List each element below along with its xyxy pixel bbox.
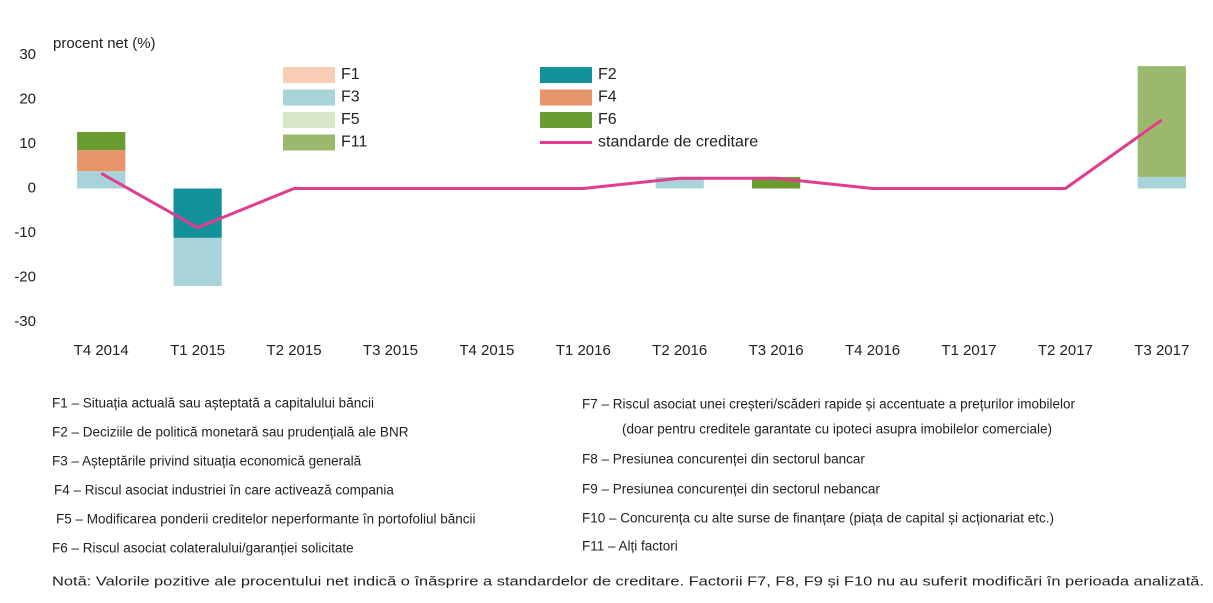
x-tick-label: T3 2016 [749,342,804,359]
legend-swatch [540,89,592,106]
bar-segment [77,131,126,151]
legend-swatch [540,67,592,83]
note: F3 – Așteptările privind situația econom… [52,454,362,469]
x-tick-label: T4 2014 [74,342,129,359]
x-tick-label: T2 2017 [1038,342,1093,359]
y-tick-label: 20 [19,90,36,107]
note: (doar pentru creditele garantate cu ipot… [622,422,1052,437]
y-tick-label: 30 [19,46,36,63]
legend-label: F1 [341,66,360,83]
line [100,118,1163,230]
note: F1 – Situația actuală sau așteptată a ca… [52,396,374,411]
note: F8 – Presiunea concurenței din sectorul … [582,452,865,467]
bar-segment [655,176,704,189]
x-tick-label: T1 2017 [941,342,996,359]
y-tick-label: -10 [14,224,36,241]
bar-segment [173,188,222,238]
x-tick-label: T4 2015 [459,342,514,359]
legend-label: F4 [598,89,617,106]
note: F2 – Deciziile de politică monetară sau … [52,425,409,440]
x-tick-label: T2 2016 [652,342,707,359]
legend-label: F2 [598,66,617,83]
note: F9 – Presiunea concurenței din sectorul … [582,482,880,497]
y-tick-label: -20 [14,268,36,285]
legend-label: F3 [341,89,360,106]
legend-swatch [283,134,335,151]
legend-swatch [283,67,335,83]
y-tick-label: 10 [19,135,36,152]
note: F5 – Modificarea ponderii creditelor nep… [56,512,475,527]
y-axis-title: procent net (%) [53,35,156,52]
x-tick-label: T1 2016 [556,342,611,359]
bar-segment [173,237,222,286]
x-tick-label: T3 2017 [1134,342,1189,359]
x-tick-label: T2 2015 [267,342,322,359]
x-tick-label: T3 2015 [363,342,418,359]
legend-swatch [283,89,335,106]
footnote: Notă: Valorile pozitive ale procentului … [52,574,1204,588]
note: F4 – Riscul asociat industriei în care a… [54,483,394,498]
bar-segment [77,150,126,172]
x-tick-label: T4 2016 [845,342,900,359]
note: F10 – Concurența cu alte surse de finanț… [582,511,1054,526]
legend-swatch [283,112,335,128]
x-tick-label: T1 2015 [170,342,225,359]
legend-label: F6 [598,111,617,128]
note: F7 – Riscul asociat unei creșteri/scăder… [582,397,1075,412]
legend-swatch [540,112,592,128]
y-tick-label: 0 [28,179,36,196]
bar-segment [752,176,801,189]
legend-label: F11 [341,134,367,151]
legend-label: F5 [341,111,360,128]
bar-segment [1137,176,1186,189]
bar-segment [77,171,126,189]
legend-label: standarde de creditare [598,134,758,151]
y-tick-label: -30 [14,313,36,330]
note: F11 – Alți factori [582,539,678,554]
note: F6 – Riscul asociat colateralului/garanț… [52,541,354,556]
